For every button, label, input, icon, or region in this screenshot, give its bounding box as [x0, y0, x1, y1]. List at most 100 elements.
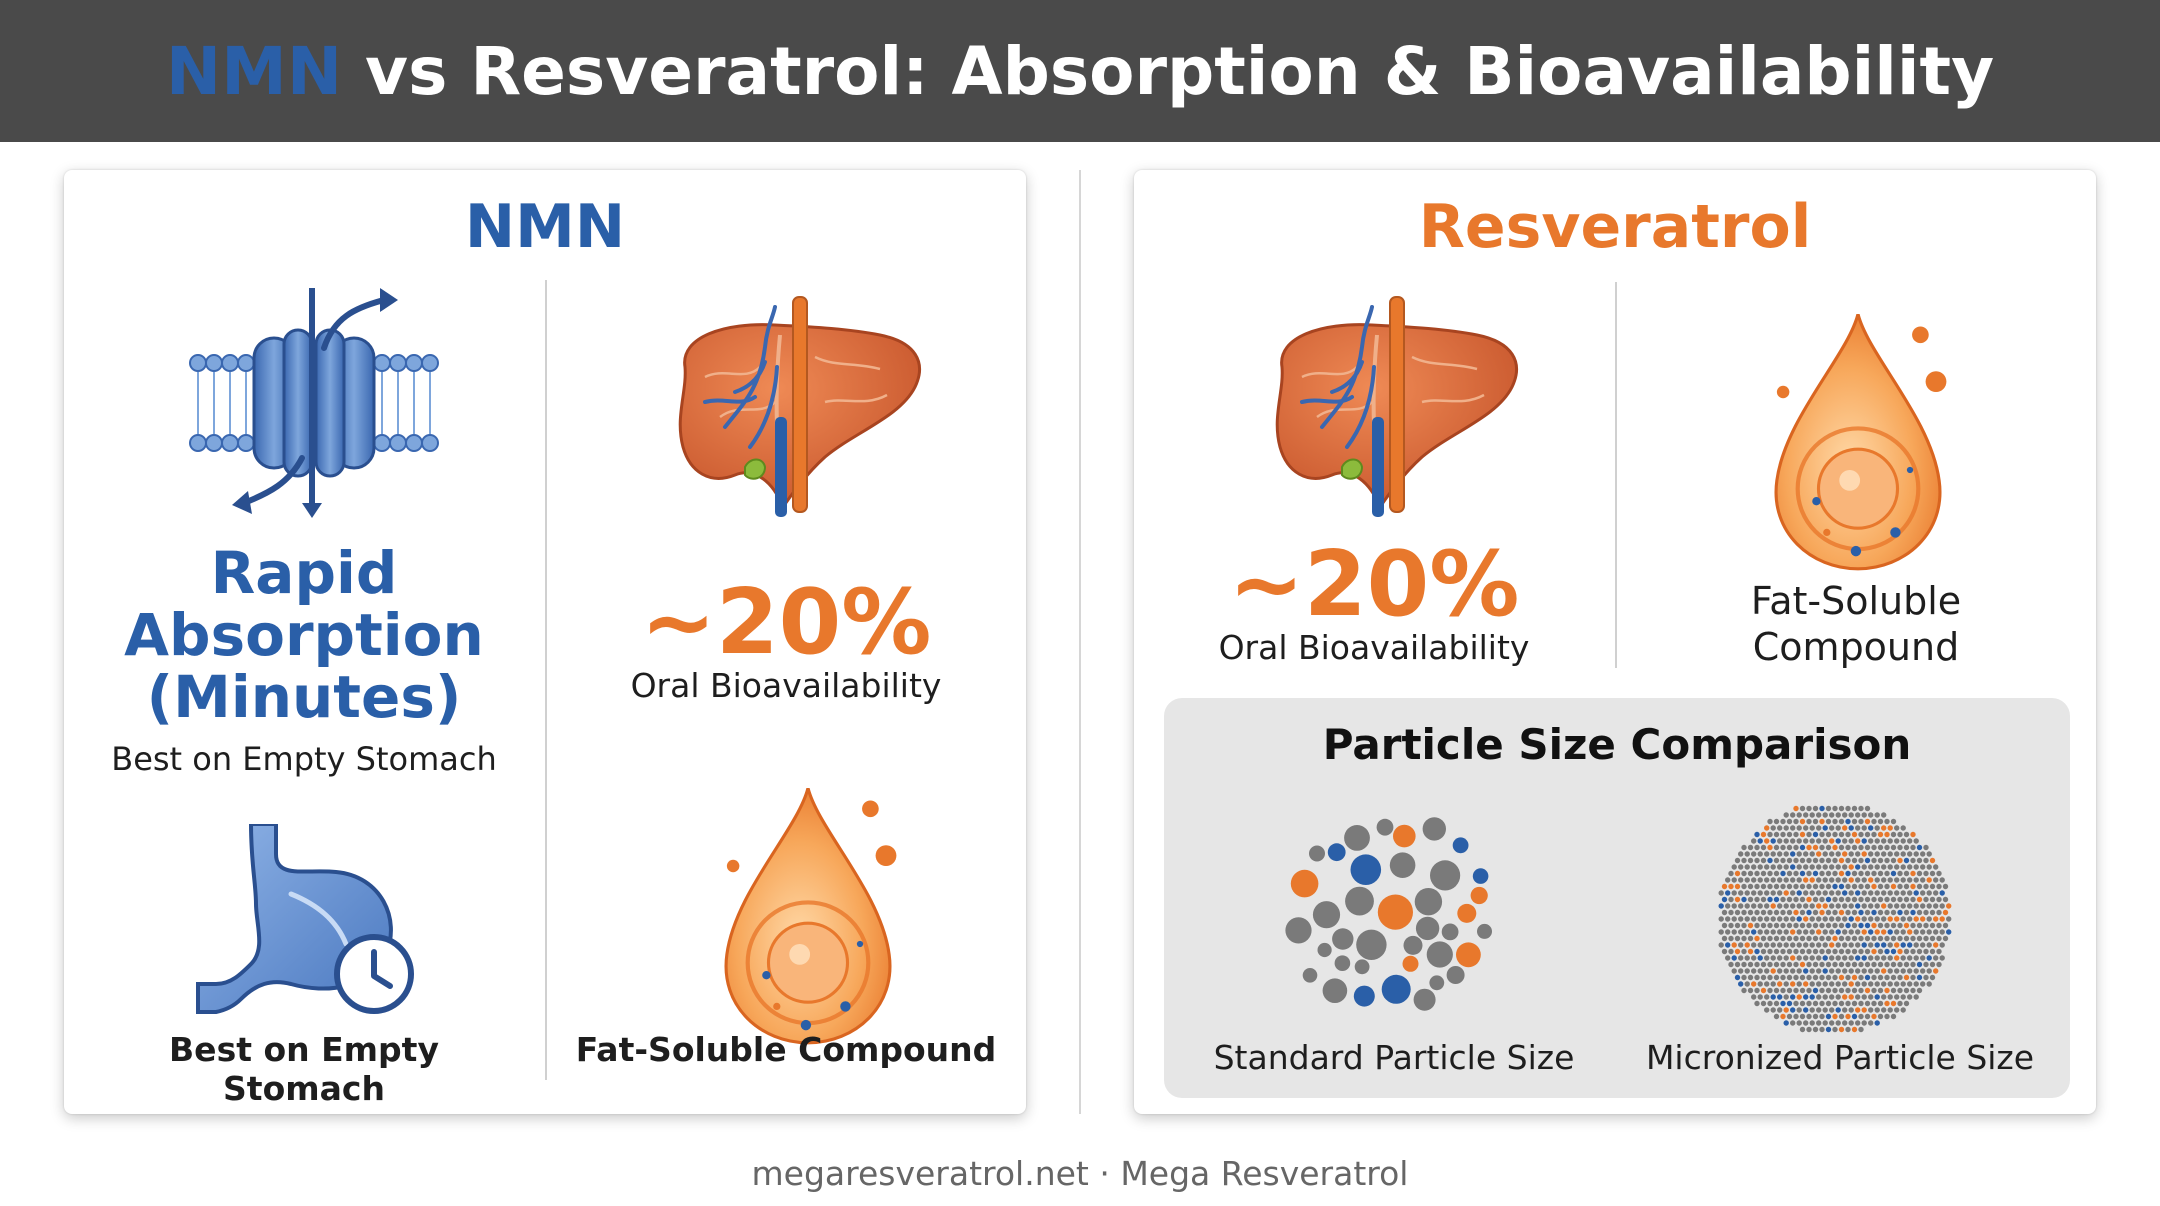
micronized-particle — [1809, 838, 1815, 844]
micronized-particle — [1861, 994, 1867, 1000]
micronized-particle — [1809, 981, 1815, 987]
micronized-particle — [1884, 883, 1890, 890]
micronized-particle — [1786, 831, 1793, 838]
micronized-particle — [1747, 974, 1754, 981]
micronized-particle — [1874, 825, 1880, 831]
micronized-particle — [1793, 1000, 1799, 1007]
micronized-particle — [1868, 838, 1874, 844]
micronized-particle — [1812, 1026, 1819, 1033]
page-title: NMN vs Resveratrol: Absorption & Bioavai… — [166, 33, 1994, 110]
micronized-particle — [1790, 903, 1796, 909]
standard-particle-label: Standard Particle Size — [1213, 1038, 1575, 1077]
micronized-particle — [1842, 903, 1848, 909]
micronized-particle — [1881, 981, 1887, 987]
micronized-particle — [1920, 929, 1926, 935]
micronized-particle — [1780, 1000, 1786, 1007]
micronized-particle — [1790, 890, 1796, 896]
micronized-particle — [1884, 974, 1890, 981]
micronized-particle — [1793, 922, 1799, 929]
micronized-particle — [1907, 838, 1913, 844]
micronized-particle — [1890, 922, 1897, 929]
micronized-particle — [1760, 935, 1767, 942]
micronized-particle — [1777, 864, 1783, 870]
micronized-particle — [1812, 974, 1819, 981]
micronized-particle — [1829, 890, 1835, 896]
standard-particle — [1415, 916, 1440, 941]
micronized-particle — [1887, 942, 1893, 948]
micronized-particle — [1848, 955, 1854, 961]
micronized-particle — [1786, 909, 1793, 916]
micronized-particle — [1760, 857, 1767, 864]
micronized-particle — [1744, 916, 1750, 922]
micronized-particle — [1871, 831, 1877, 838]
micronized-particle — [1835, 929, 1841, 935]
micronized-particle — [1819, 987, 1825, 994]
micronized-particle — [1916, 922, 1923, 929]
micronized-particle — [1897, 883, 1903, 890]
micronized-particle — [1946, 903, 1952, 909]
micronized-particle — [1907, 968, 1913, 974]
micronized-particle — [1913, 864, 1919, 870]
standard-particle — [1429, 975, 1445, 991]
micronized-particle — [1832, 974, 1838, 981]
micronized-particle — [1786, 961, 1793, 968]
micronized-particle — [1786, 818, 1793, 825]
micronized-particle — [1851, 935, 1858, 942]
micronized-particle — [1835, 1007, 1841, 1013]
micronized-particle — [1793, 883, 1799, 890]
standard-particle — [1356, 929, 1387, 960]
micronized-particle — [1764, 838, 1770, 844]
micronized-particle — [1790, 981, 1796, 987]
micronized-particle — [1783, 903, 1789, 909]
micronized-particle — [1939, 890, 1945, 896]
rapid-absorption-heading: Rapid Absorption (Minutes) — [84, 542, 524, 728]
micronized-particle — [1871, 844, 1877, 851]
micronized-particle — [1747, 857, 1754, 864]
micronized-particle — [1767, 1000, 1773, 1007]
micronized-particle — [1777, 825, 1783, 831]
micronized-particle — [1907, 929, 1913, 935]
micronized-particle — [1783, 851, 1789, 857]
title-rest: vs Resveratrol: Absorption & Bioavailabi… — [342, 32, 1995, 110]
micronized-particle — [1796, 890, 1802, 896]
micronized-particle — [1835, 877, 1841, 883]
micronized-particle — [1809, 812, 1815, 818]
micronized-particle — [1786, 922, 1793, 929]
micronized-particle — [1855, 916, 1861, 922]
micronized-particle — [1741, 896, 1747, 903]
micronized-particle — [1871, 922, 1877, 929]
micronized-particle — [1777, 838, 1783, 844]
micronized-particle — [1923, 922, 1929, 929]
micronized-particle — [1783, 981, 1789, 987]
micronized-particle — [1770, 1007, 1776, 1013]
micronized-particle — [1920, 877, 1926, 883]
micronized-particle — [1845, 896, 1851, 903]
micronized-particle — [1751, 916, 1757, 922]
micronized-particle — [1920, 903, 1926, 909]
micronized-particle — [1861, 890, 1867, 896]
micronized-particle — [1793, 831, 1799, 838]
micronized-particle — [1725, 903, 1731, 909]
micronized-particle — [1881, 838, 1887, 844]
micronized-particle — [1790, 851, 1796, 857]
micronized-particle — [1812, 987, 1819, 994]
micronized-particle — [1910, 961, 1916, 968]
micronized-particle — [1803, 812, 1809, 818]
micronized-particle — [1741, 883, 1747, 890]
micronized-particle — [1764, 916, 1770, 922]
micronized-particle — [1806, 922, 1812, 929]
center-divider — [1079, 170, 1081, 1114]
micronized-particle — [1864, 857, 1871, 864]
micronized-particle — [1913, 890, 1919, 896]
micronized-particle — [1910, 974, 1916, 981]
micronized-particle — [1864, 1000, 1871, 1007]
micronized-particle — [1871, 909, 1877, 916]
micronized-particle — [1926, 981, 1932, 987]
micronized-particle — [1728, 961, 1734, 968]
micronized-particle — [1809, 890, 1815, 896]
micronized-particle — [1780, 961, 1786, 968]
micronized-particle — [1871, 883, 1877, 890]
micronized-particle — [1851, 818, 1858, 825]
micronized-particle — [1806, 987, 1812, 994]
micronized-particle — [1812, 818, 1819, 825]
